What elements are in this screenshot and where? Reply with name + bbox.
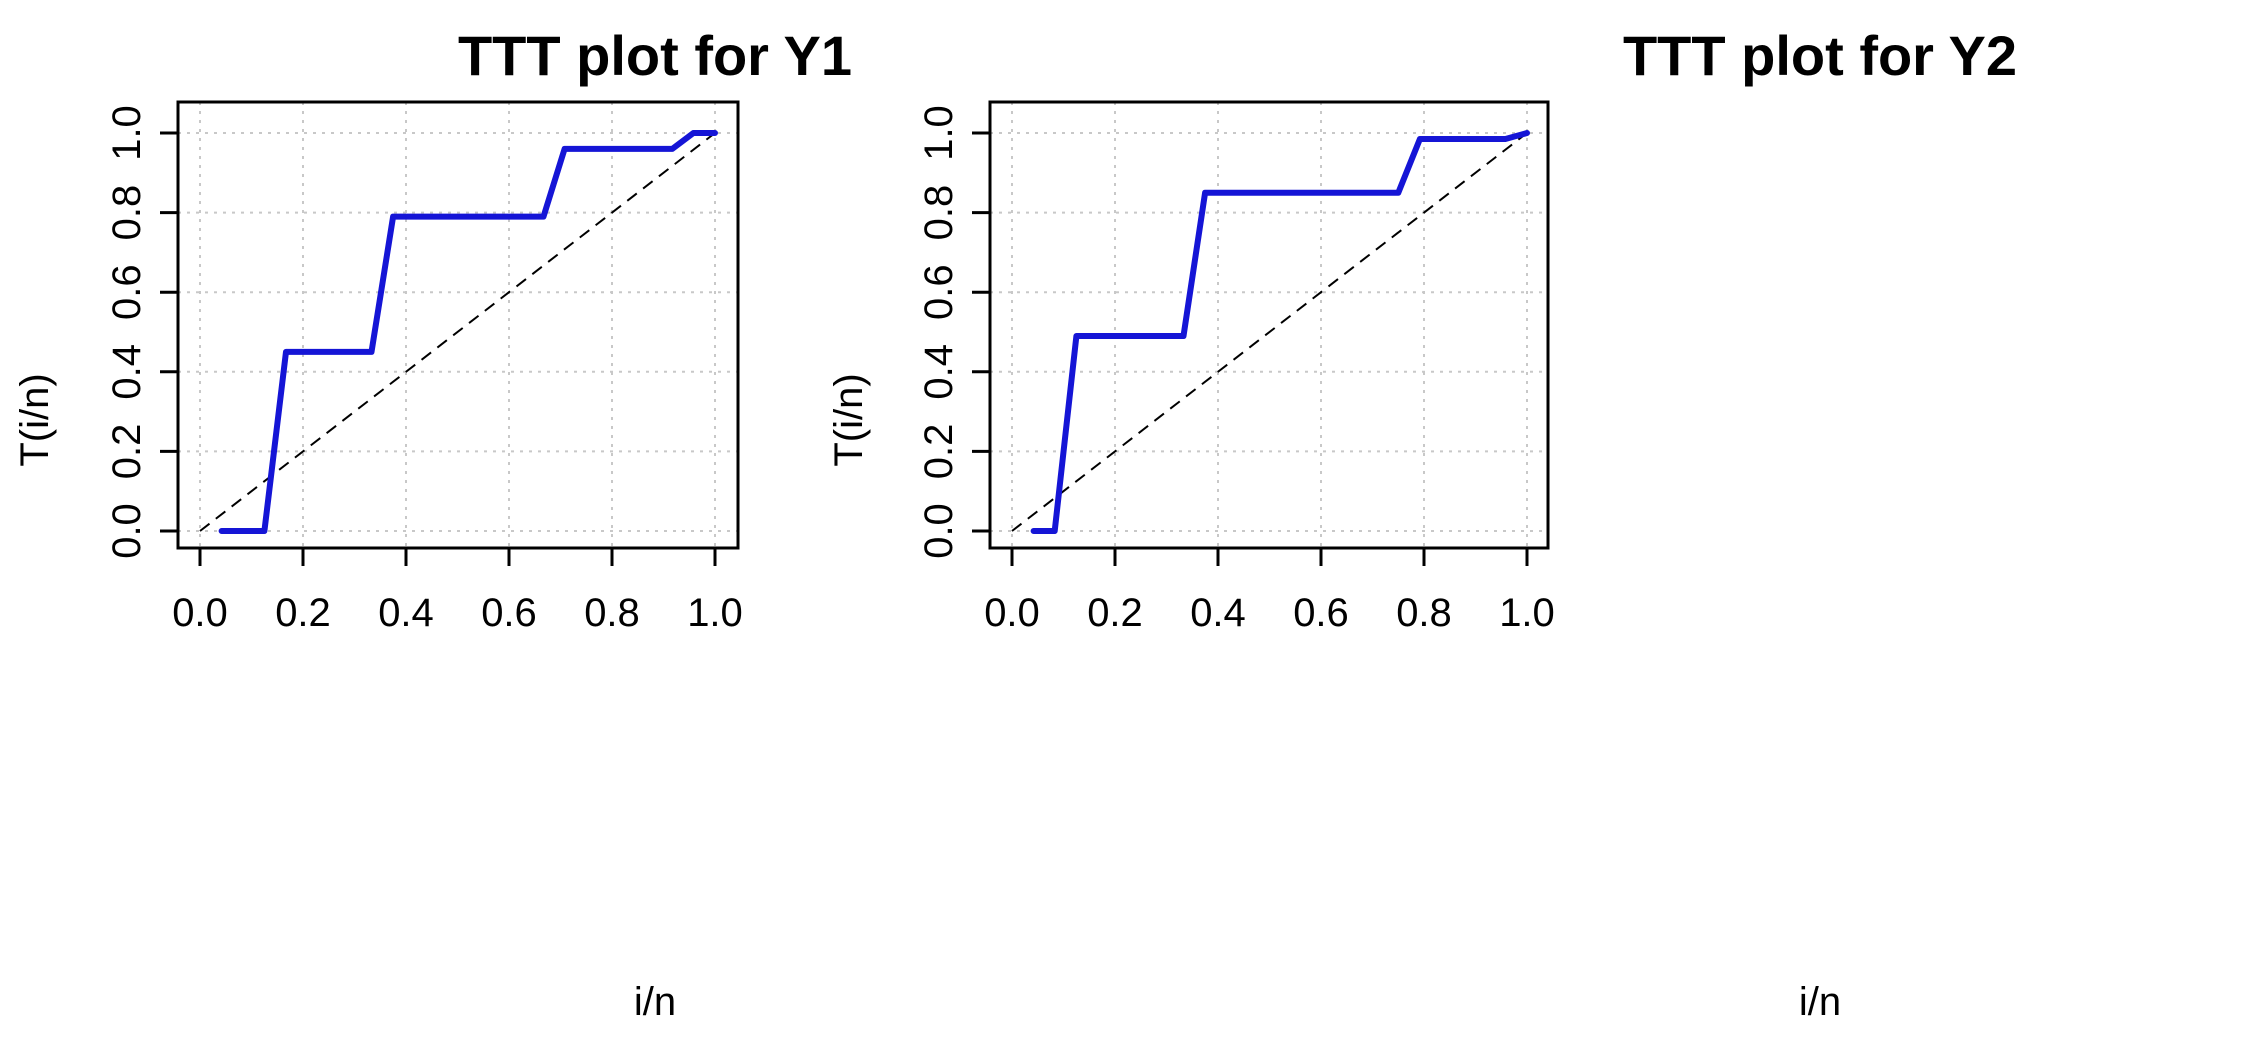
x-tick-label: 0.6: [1293, 591, 1349, 635]
chart-panel-y1: TTT plot for Y1 0.0 0.2 0.4 0.6 0.8 1.0 0.0 0.2…: [13, 24, 852, 1024]
series-line: [218, 130, 718, 534]
x-tick-label: 0.4: [378, 591, 434, 635]
x-tick-label: 1.0: [687, 591, 743, 635]
y-tick-label: 1.0: [105, 105, 149, 161]
grid: [990, 102, 1548, 548]
grid: [178, 102, 738, 548]
x-axis-label: i/n: [1799, 980, 1841, 1024]
chart-title: TTT plot for Y2: [1623, 24, 2017, 87]
x-tick-label: 0.6: [481, 591, 537, 635]
x-tick-label: 0.0: [984, 591, 1040, 635]
y-axis-label: T(i/n): [13, 373, 57, 466]
series-line: [1030, 130, 1530, 534]
y-tick-label: 0.0: [105, 503, 149, 559]
x-tick-label: 0.8: [1396, 591, 1452, 635]
plot-frame: [988, 100, 1550, 550]
y-tick-label: 0.6: [105, 264, 149, 320]
x-tick-label: 0.2: [275, 591, 331, 635]
y-tick-label: 0.4: [917, 344, 961, 400]
x-tick-label: 0.0: [172, 591, 228, 635]
y-tick-label: 1.0: [917, 105, 961, 161]
axis-ticks: 0.0 0.2 0.4 0.6 0.8 1.0 0.0 0.2 0.4 0.6 0.8 1.0: [917, 105, 1555, 635]
y-tick-label: 0.8: [105, 185, 149, 241]
axis-ticks: 0.0 0.2 0.4 0.6 0.8 1.0 0.0 0.2 0.4 0.6 0.8 1.0: [105, 105, 743, 635]
reference-line: [199, 132, 716, 532]
plot-frame: [176, 100, 740, 550]
y-tick-label: 0.4: [105, 344, 149, 400]
x-axis-label: i/n: [634, 980, 676, 1024]
x-tick-label: 0.4: [1190, 591, 1246, 635]
y-tick-label: 0.6: [917, 264, 961, 320]
y-tick-label: 0.2: [105, 424, 149, 480]
reference-line: [1011, 132, 1528, 532]
x-tick-label: 0.8: [584, 591, 640, 635]
x-tick-label: 0.2: [1087, 591, 1143, 635]
x-tick-label: 1.0: [1499, 591, 1555, 635]
y-tick-label: 0.8: [917, 185, 961, 241]
chart-panel-y2: TTT plot for Y2 0.0 0.2 0.4 0.6 0.8 1.0 0.0 0.2…: [827, 24, 2017, 1024]
y-tick-label: 0.2: [917, 424, 961, 480]
y-tick-label: 0.0: [917, 503, 961, 559]
y-axis-label: T(i/n): [827, 373, 871, 466]
chart-title: TTT plot for Y1: [458, 24, 852, 87]
